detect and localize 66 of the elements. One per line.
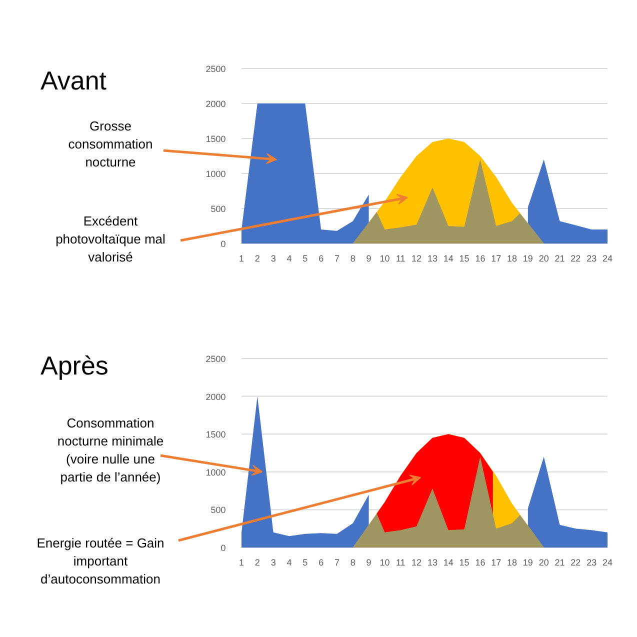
x-tick-label: 11: [396, 254, 406, 264]
x-tick-label: 19: [522, 558, 533, 568]
x-tick-label: 15: [459, 558, 470, 568]
annotation: Consommation nocturne minimale (voire nulle une partie de l’année): [57, 416, 164, 484]
x-tick-label: 1: [238, 558, 244, 568]
x-tick-label: 22: [570, 254, 581, 264]
text: Grosse consommation nocturne: [68, 118, 153, 170]
x-tick-label: 4: [286, 558, 292, 568]
y-tick-label: 2000: [206, 99, 226, 109]
x-tick-label: 20: [538, 558, 549, 568]
x-tick-label: 5: [302, 558, 308, 568]
y-tick-label: 1000: [206, 169, 226, 179]
x-tick-label: 9: [366, 558, 372, 568]
x-tick-label: 16: [475, 254, 486, 264]
x-tick-label: 8: [350, 254, 356, 264]
x-tick-label: 23: [586, 254, 597, 264]
chart-title: Avant: [40, 66, 108, 96]
x-tick-label: 10: [380, 558, 390, 568]
y-tick-label: 2000: [206, 392, 226, 402]
x-tick-label: 12: [412, 254, 422, 264]
y-tick-label: 0: [220, 543, 226, 553]
y-tick-label: 2500: [206, 64, 226, 74]
x-tick-label: 8: [350, 558, 356, 568]
x-tick-label: 6: [318, 558, 324, 568]
x-tick-label: 24: [602, 558, 613, 568]
y-tick-label: 0: [220, 239, 226, 249]
x-tick-label: 18: [507, 254, 518, 264]
x-tick-label: 2: [254, 558, 260, 568]
text: Energie routée = Gain important d’autoconsommation: [36, 536, 164, 586]
x-tick-label: 20: [538, 254, 549, 264]
x-tick-label: 23: [586, 558, 597, 568]
x-tick-label: 7: [334, 558, 340, 568]
y-tick-label: 1500: [206, 134, 226, 144]
x-tick-label: 17: [491, 254, 502, 264]
x-tick-label: 13: [427, 558, 438, 568]
x-tick-label: 7: [334, 254, 340, 264]
x-tick-label: 13: [427, 254, 438, 264]
text: Excédent photovoltaïque mal valorisé: [56, 214, 166, 264]
y-tick-label: 500: [210, 204, 226, 214]
x-tick-label: 19: [522, 254, 533, 264]
y-tick-label: 1000: [206, 467, 226, 478]
x-tick-label: 6: [318, 254, 324, 264]
x-tick-label: 15: [459, 254, 470, 264]
x-tick-label: 14: [443, 254, 454, 264]
x-tick-label: 3: [270, 558, 276, 568]
x-tick-label: 21: [554, 558, 565, 568]
x-tick-label: 14: [443, 558, 454, 568]
x-tick-label: 5: [302, 254, 308, 264]
x-tick-label: 1: [238, 254, 244, 264]
y-tick-label: 1500: [206, 430, 226, 440]
x-tick-label: 22: [570, 558, 581, 568]
y-tick-label: 500: [210, 505, 226, 516]
y-tick-label: 2500: [206, 354, 226, 364]
x-tick-label: 10: [380, 254, 390, 264]
x-tick-label: 9: [366, 254, 372, 264]
x-tick-label: 12: [412, 558, 422, 568]
x-tick-label: 17: [491, 558, 502, 568]
x-tick-label: 18: [507, 558, 518, 568]
x-tick-label: 2: [254, 254, 260, 264]
x-tick-label: 21: [554, 254, 565, 264]
x-tick-label: 24: [602, 254, 613, 264]
x-tick-label: 3: [270, 254, 276, 264]
x-tick-label: 11: [396, 558, 406, 568]
x-tick-label: 16: [475, 558, 486, 568]
x-tick-label: 4: [286, 254, 292, 264]
chart-title: Après: [40, 350, 108, 380]
